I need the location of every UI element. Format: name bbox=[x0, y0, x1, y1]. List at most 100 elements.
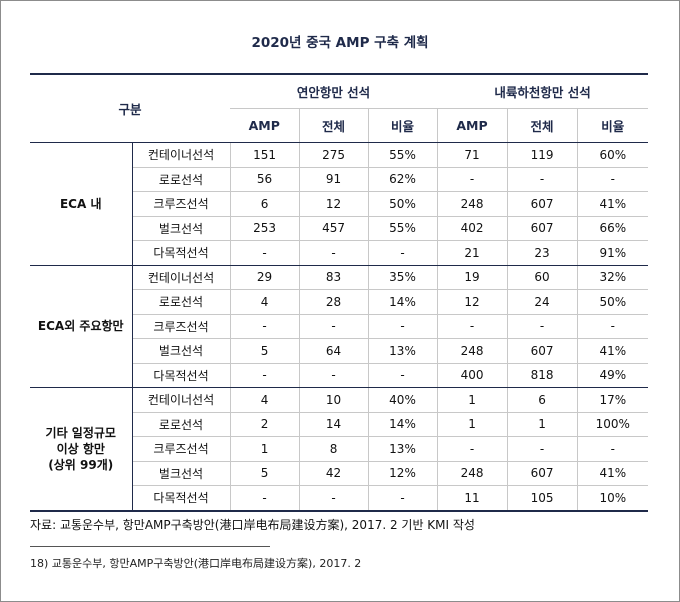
value-cell-c-total: 28 bbox=[299, 289, 369, 315]
table-row: 벌크선석 5 64 13% 248 607 41% bbox=[30, 338, 649, 364]
group-label-line: 이상 항만 bbox=[56, 441, 105, 456]
value-cell-i-total: 607 bbox=[507, 191, 578, 217]
table-row: 로로선석 4 28 14% 12 24 50% bbox=[30, 289, 649, 315]
berth-type-cell: 다목적선석 bbox=[132, 485, 231, 511]
table-row: 로로선석 2 14 14% 1 1 100% bbox=[30, 412, 649, 437]
value-cell-i-ratio: 60% bbox=[577, 142, 649, 168]
value-cell-c-ratio: - bbox=[368, 363, 438, 388]
value-cell-i-ratio: 17% bbox=[577, 387, 649, 413]
value-cell-c-total: 14 bbox=[299, 412, 369, 437]
table-row: 다목적선석 - - -21 23 91% bbox=[30, 240, 649, 266]
value-cell-i-total: 105 bbox=[507, 485, 578, 511]
header-coastal-total: 전체 bbox=[299, 108, 369, 143]
value-cell-i-amp: 402 bbox=[437, 216, 508, 241]
value-cell-i-total: 24 bbox=[507, 289, 578, 315]
berth-type-cell: 크루즈선석 bbox=[132, 191, 231, 217]
value-cell-i-total: - bbox=[507, 314, 578, 339]
table-row: 기타 일정규모 이상 항만 (상위 99개) 컨테이너선석 4 10 40% 1 6 17% bbox=[30, 387, 649, 512]
value-cell-i-ratio: 91% bbox=[577, 240, 649, 266]
value-cell-i-total: 60 bbox=[507, 265, 578, 290]
value-cell-i-total: 1 bbox=[507, 412, 578, 437]
value-cell-c-amp: 56 bbox=[230, 167, 300, 192]
header-inland-ratio: 비율 bbox=[577, 108, 649, 143]
value-cell-i-ratio: 66% bbox=[577, 216, 649, 241]
value-cell-c-amp: 4 bbox=[230, 387, 300, 413]
table-row: ECA외 주요항만 컨테이너선석 29 83 35% 19 60 32% bbox=[30, 265, 649, 388]
berth-type-cell: 벌크선석 bbox=[132, 338, 231, 364]
value-cell-c-ratio: 55% bbox=[368, 142, 438, 168]
value-cell-c-amp: 4 bbox=[230, 289, 300, 315]
value-cell-c-total: - bbox=[299, 485, 369, 511]
header-inland-total: 전체 bbox=[507, 108, 578, 143]
value-cell-i-amp: 12 bbox=[437, 289, 508, 315]
value-cell-c-total: 8 bbox=[299, 436, 369, 462]
value-cell-i-amp: 248 bbox=[437, 338, 508, 364]
value-cell-c-ratio: - bbox=[368, 240, 438, 266]
berth-type-cell: 크루즈선석 bbox=[132, 314, 231, 339]
value-cell-i-ratio: - bbox=[577, 436, 649, 462]
value-cell-c-ratio: 35% bbox=[368, 265, 438, 290]
value-cell-c-amp: 5 bbox=[230, 461, 300, 486]
table-row: ECA 내 컨테이너선석 151 275 55% 71 119 60% bbox=[30, 142, 649, 266]
value-cell-c-amp: - bbox=[230, 314, 300, 339]
value-cell-c-amp: 1 bbox=[230, 436, 300, 462]
header-coastal-ratio: 비율 bbox=[368, 108, 438, 143]
value-cell-i-amp: - bbox=[437, 314, 508, 339]
value-cell-c-total: 10 bbox=[299, 387, 369, 413]
value-cell-i-amp: - bbox=[437, 436, 508, 462]
value-cell-c-ratio: - bbox=[368, 314, 438, 339]
berth-type-cell: 다목적선석 bbox=[132, 240, 231, 266]
value-cell-c-amp: - bbox=[230, 240, 300, 266]
value-cell-i-amp: 1 bbox=[437, 387, 508, 413]
value-cell-c-total: 91 bbox=[299, 167, 369, 192]
berth-type-cell: 컨테이너선석 bbox=[132, 265, 231, 290]
value-cell-c-amp: 2 bbox=[230, 412, 300, 437]
berth-type-cell: 다목적선석 bbox=[132, 363, 231, 388]
table-row: 다목적선석 - - -11 105 10% bbox=[30, 485, 649, 511]
value-cell-i-ratio: - bbox=[577, 167, 649, 192]
header-category: 구분 bbox=[30, 74, 231, 143]
footnote: 18) 교통운수부, 항만AMP구축방안(港口岸电布局建设方案), 2017. … bbox=[30, 557, 362, 570]
value-cell-c-ratio: 40% bbox=[368, 387, 438, 413]
value-cell-c-amp: 151 bbox=[230, 142, 300, 168]
value-cell-i-total: 607 bbox=[507, 338, 578, 364]
value-cell-i-amp: 11 bbox=[437, 485, 508, 511]
value-cell-i-amp: 21 bbox=[437, 240, 508, 266]
value-cell-c-amp: 5 bbox=[230, 338, 300, 364]
source-note: 자료: 교통운수부, 항만AMP구축방안(港口岸电布局建设方案), 2017. … bbox=[30, 518, 475, 532]
value-cell-c-total: - bbox=[299, 314, 369, 339]
value-cell-i-ratio: 49% bbox=[577, 363, 649, 388]
value-cell-i-ratio: 41% bbox=[577, 461, 649, 486]
value-cell-i-ratio: 10% bbox=[577, 485, 649, 511]
value-cell-c-total: 12 bbox=[299, 191, 369, 217]
value-cell-i-total: 6 bbox=[507, 387, 578, 413]
table-title: 2020년 중국 AMP 구축 계획 bbox=[251, 35, 429, 51]
value-cell-c-total: 83 bbox=[299, 265, 369, 290]
value-cell-i-ratio: 41% bbox=[577, 338, 649, 364]
berth-type-cell: 로로선석 bbox=[132, 412, 231, 437]
value-cell-c-total: 42 bbox=[299, 461, 369, 486]
table-row: 로로선석 56 91 62% - - - bbox=[30, 167, 649, 192]
value-cell-i-amp: 1 bbox=[437, 412, 508, 437]
berth-type-cell: 컨테이너선석 bbox=[132, 387, 231, 413]
value-cell-i-ratio: 100% bbox=[577, 412, 649, 437]
value-cell-c-ratio: 55% bbox=[368, 216, 438, 241]
berth-type-cell: 로로선석 bbox=[132, 289, 231, 315]
value-cell-i-amp: 19 bbox=[437, 265, 508, 290]
group-label: ECA 내 bbox=[30, 142, 133, 266]
value-cell-i-amp: - bbox=[437, 167, 508, 192]
berth-type-cell: 크루즈선석 bbox=[132, 436, 231, 462]
value-cell-i-ratio: 41% bbox=[577, 191, 649, 217]
value-cell-c-ratio: 14% bbox=[368, 412, 438, 437]
footnote-divider bbox=[30, 546, 270, 547]
table-row: 벌크선석 5 42 12% 248 607 41% bbox=[30, 461, 649, 486]
berth-type-cell: 벌크선석 bbox=[132, 216, 231, 241]
value-cell-i-total: - bbox=[507, 436, 578, 462]
value-cell-i-amp: 400 bbox=[437, 363, 508, 388]
value-cell-c-ratio: - bbox=[368, 485, 438, 511]
value-cell-i-amp: 71 bbox=[437, 142, 508, 168]
value-cell-c-total: 457 bbox=[299, 216, 369, 241]
value-cell-i-ratio: 32% bbox=[577, 265, 649, 290]
header-inland: 내륙하천항만 선석 bbox=[437, 74, 649, 109]
amp-plan-table: 구분 연안항만 선석 내륙하천항만 선석 AMP 전체 비율 AMP 전체 비율… bbox=[30, 73, 649, 512]
